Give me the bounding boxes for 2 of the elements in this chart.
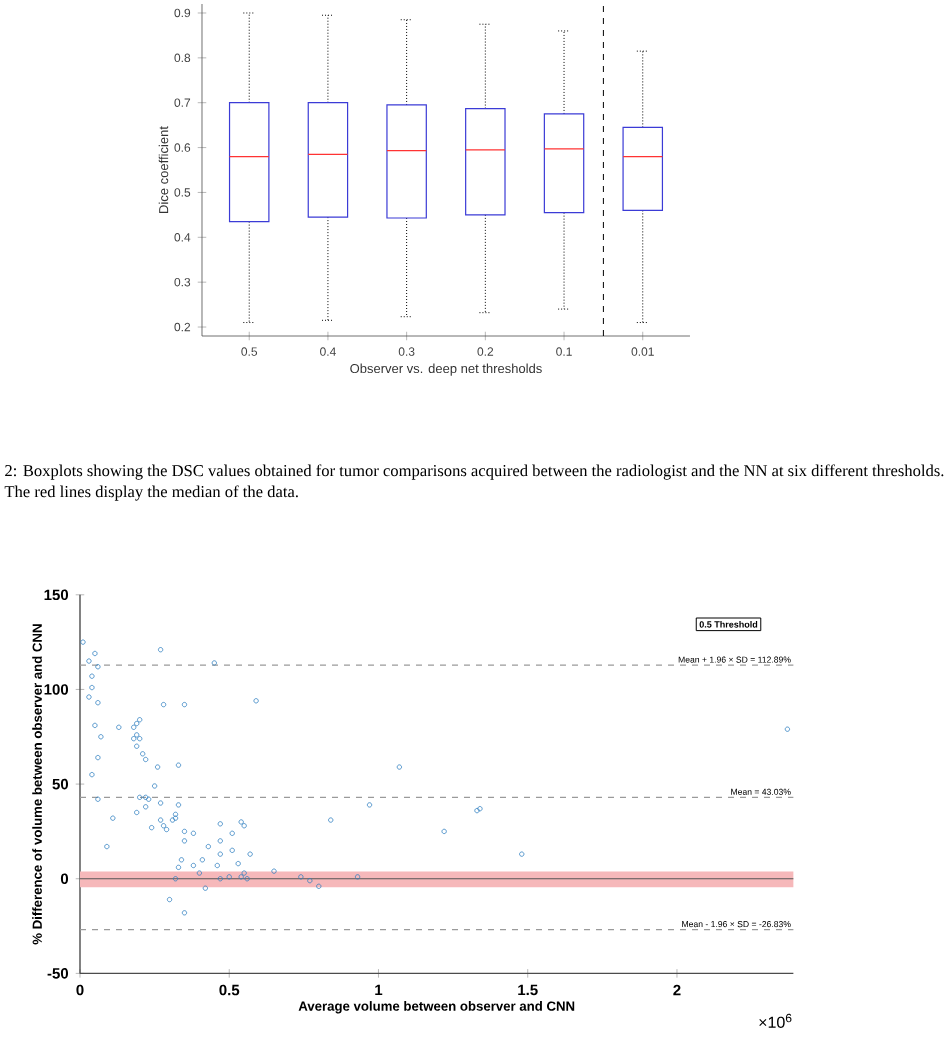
text: ×10$^{6}$ (759, 1013, 792, 1028)
text: 2: Boxplots showing the DSC values obtained for tumor comparisons acquired between the radiologist and the NN at six different thresholds. The red lines display the median of the data. (4, 464, 944, 501)
